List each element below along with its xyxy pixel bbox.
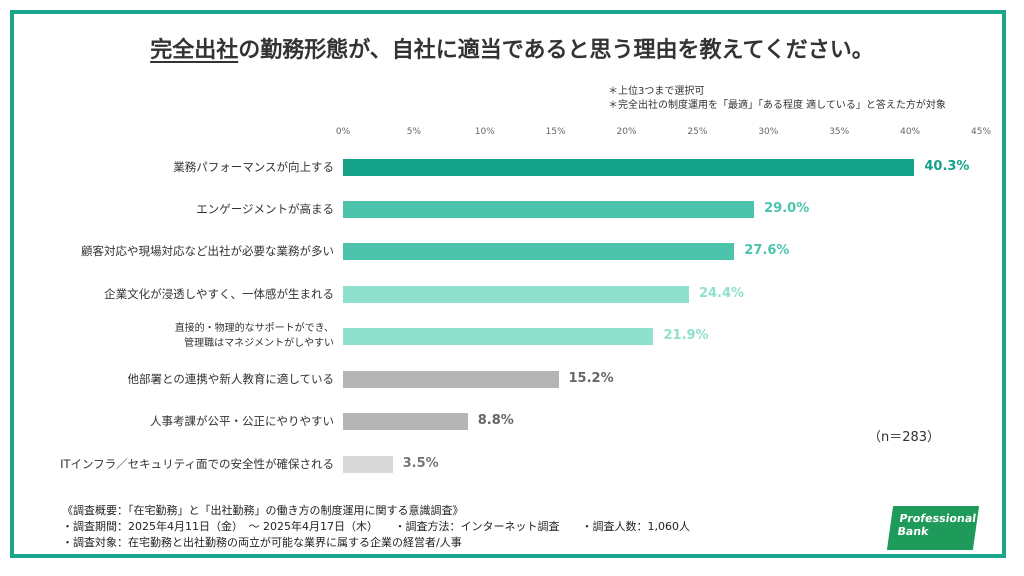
bar [343, 243, 735, 260]
logo-line-2: Bank [896, 525, 930, 538]
category-label-line: 顧客対応や現場対応など出社が必要な業務が多い [81, 244, 334, 258]
x-tick-label: 45% [970, 127, 992, 137]
category-label-line: 業務パフォーマンスが向上する [173, 160, 334, 174]
professional-bank-logo: Professional Bank [886, 506, 980, 550]
sample-size: （n＝283） [868, 430, 941, 445]
category-label: 顧客対応や現場対応など出社が必要な業務が多い [81, 243, 334, 259]
bar [343, 371, 559, 388]
x-tick-label: 35% [829, 127, 850, 137]
bar [343, 286, 689, 303]
x-tick-label: 25% [687, 127, 708, 137]
category-label-line: ITインフラ／セキュリティ面での安全性が確保される [60, 457, 334, 471]
bar [343, 328, 654, 345]
category-label-line: 人事考課が公平・公正にやりやすい [150, 414, 334, 428]
bar [343, 159, 915, 176]
value-label: 40.3% [924, 159, 970, 174]
border-frame [10, 10, 1006, 558]
category-label: 企業文化が浸透しやすく、一体感が生まれる [104, 286, 334, 302]
x-tick-label: 20% [616, 127, 637, 137]
category-label-line: 企業文化が浸透しやすく、一体感が生まれる [104, 287, 334, 301]
category-label: ITインフラ／セキュリティ面での安全性が確保される [60, 456, 334, 472]
logo-line-1: Professional [898, 512, 977, 525]
category-label: エンゲージメントが高まる [196, 201, 334, 217]
chart-title: 完全出社の勤務形態が、自社に適当であると思う理由を教えてください。 [0, 32, 1024, 64]
category-label: 直接的・物理的なサポートができ、管理職はマネジメントがしやすい [175, 321, 334, 351]
value-label: 29.0% [764, 201, 810, 216]
note-2: ＊完全出社の制度運用を「最適」「ある程度 適している」と答えた方が対象 [608, 100, 946, 111]
x-tick-label: 30% [758, 127, 779, 137]
bar [343, 201, 755, 218]
title-rest: の勤務形態が、自社に適当であると思う理由を教えてください。 [238, 38, 874, 63]
value-label: 24.4% [698, 286, 745, 301]
bar [343, 413, 468, 430]
value-label: 8.8% [477, 413, 514, 428]
x-tick-label: 40% [900, 127, 921, 137]
value-label: 3.5% [402, 456, 439, 471]
category-label-line: エンゲージメントが高まる [196, 202, 334, 216]
category-label: 人事考課が公平・公正にやりやすい [150, 413, 334, 429]
category-label: 他部署との連携や新人教育に適している [127, 371, 334, 387]
title-underlined: 完全出社 [150, 38, 239, 63]
x-tick-label: 15% [545, 127, 566, 137]
x-tick-label: 0% [335, 127, 351, 137]
bar [343, 456, 393, 473]
category-label-line: 管理職はマネジメントがしやすい [184, 338, 334, 349]
value-label: 21.9% [663, 328, 709, 343]
x-tick-label: 10% [474, 127, 495, 137]
footer-line-3: ・調査対象：在宅勤務と出社勤務の両立が可能な業界に属する企業の経営者/人事 [62, 536, 462, 549]
category-label-line: 他部署との連携や新人教育に適している [127, 372, 334, 386]
category-label: 業務パフォーマンスが向上する [173, 159, 334, 175]
value-label: 27.6% [744, 243, 790, 258]
note-1: ＊上位3つまで選択可 [608, 86, 705, 97]
footer-line-1: 《調査概要：「在宅勤務」と「出社勤務」の働き方の制度運用に関する意識調査》 [62, 504, 464, 517]
category-label-line: 直接的・物理的なサポートができ、 [174, 323, 334, 334]
x-tick-label: 5% [406, 127, 422, 137]
footer-line-2: ・調査期間：2025年4月11日（金） ～ 2025年4月17日（木） ・調査方… [62, 520, 690, 533]
value-label: 15.2% [568, 371, 614, 386]
